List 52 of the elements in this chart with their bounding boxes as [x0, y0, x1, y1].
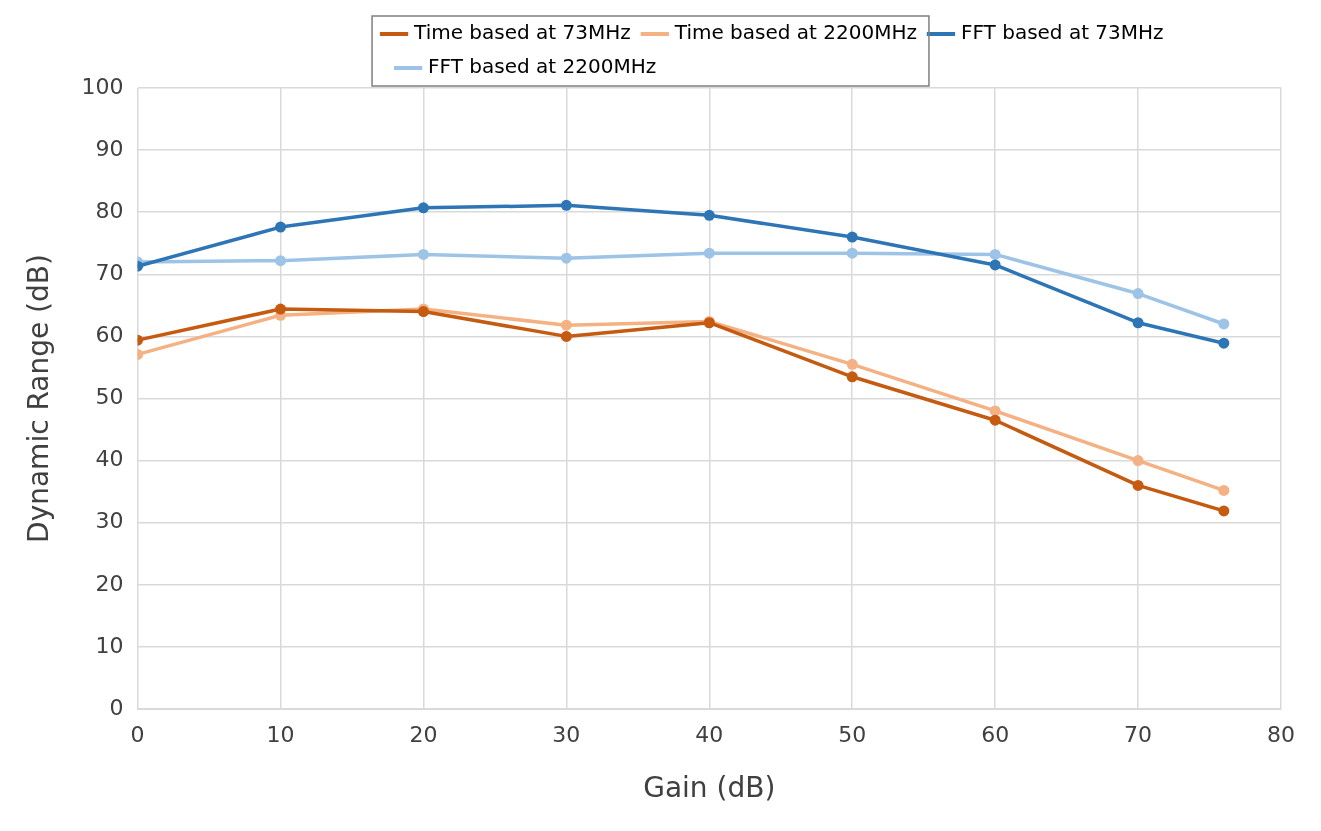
point [560, 252, 572, 264]
y-tick-label: 10 [95, 632, 124, 658]
x-tick-label: 70 [1124, 721, 1153, 747]
y-tick-label: 0 [109, 694, 124, 720]
point [560, 199, 572, 211]
y-axis-title: Dynamic Range (dB) [22, 254, 56, 543]
legend-label: FFT based at 2200MHz [428, 54, 657, 79]
legend-label: FFT based at 73MHz [960, 20, 1164, 45]
x-tick-label: 40 [695, 721, 724, 747]
x-tick-label: 0 [130, 721, 145, 747]
point [846, 358, 858, 370]
x-axis-title: Gain (dB) [643, 771, 776, 805]
point [989, 248, 1001, 260]
point [417, 202, 429, 214]
point [275, 255, 287, 267]
point [560, 330, 572, 342]
point [1132, 455, 1144, 467]
x-tick-label: 20 [409, 721, 438, 747]
point [1218, 505, 1230, 517]
x-tick-label: 50 [838, 721, 867, 747]
y-tick-label: 60 [95, 322, 124, 348]
point [846, 231, 858, 243]
y-tick-label: 40 [95, 446, 124, 472]
point [1132, 288, 1144, 300]
point [846, 371, 858, 383]
point [1218, 318, 1230, 330]
point [1218, 337, 1230, 349]
point [989, 414, 1001, 426]
y-tick-label: 30 [95, 508, 124, 534]
point [1132, 317, 1144, 329]
point [275, 221, 287, 233]
legend-label: Time based at 73MHz [413, 20, 631, 45]
point [703, 247, 715, 259]
point [275, 303, 287, 315]
y-tick-label: 100 [81, 73, 124, 99]
legend-label: Time based at 2200MHz [673, 20, 917, 45]
point [560, 319, 572, 331]
y-tick-label: 70 [95, 260, 124, 286]
x-tick-label: 30 [552, 721, 581, 747]
x-tick-label: 60 [981, 721, 1010, 747]
x-tick-label: 10 [266, 721, 295, 747]
point [989, 259, 1001, 271]
y-tick-label: 20 [95, 570, 124, 596]
point [1132, 479, 1144, 491]
y-tick-label: 80 [95, 197, 124, 223]
point [417, 248, 429, 260]
x-tick-label: 80 [1267, 721, 1295, 747]
point [703, 209, 715, 221]
point [846, 247, 858, 259]
y-tick-label: 90 [95, 135, 124, 161]
y-tick-label: 50 [95, 384, 124, 410]
point [1218, 484, 1230, 496]
